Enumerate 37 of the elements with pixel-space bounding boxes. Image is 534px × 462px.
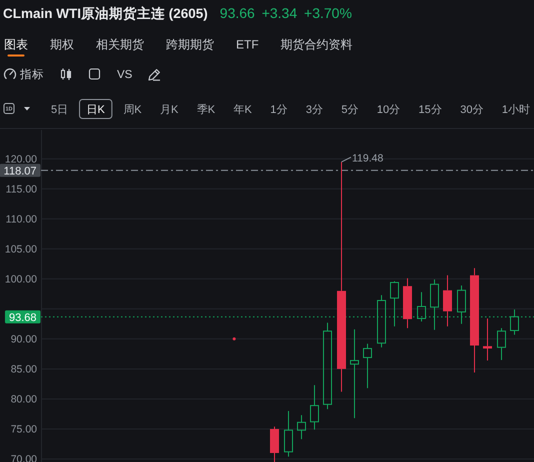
tab-label: 跨期期货 bbox=[166, 38, 214, 52]
period-label: 5日 bbox=[51, 104, 68, 116]
period-label: 月K bbox=[160, 104, 178, 116]
tool-label: VS bbox=[117, 69, 132, 81]
high-label: 119.48 bbox=[352, 152, 384, 164]
tab-label: 图表 bbox=[4, 38, 28, 52]
ref-line-label: 118.07 bbox=[4, 165, 36, 178]
subtitle: 93.66 +3.34 +3.70% bbox=[220, 5, 352, 21]
ref-label: 93.68 bbox=[4, 310, 40, 324]
period-label: 1小时 bbox=[502, 104, 530, 116]
ytick-label: 85.00 bbox=[10, 364, 37, 376]
tool-label: 指标 bbox=[20, 69, 44, 81]
period-label: 3分 bbox=[306, 104, 323, 116]
tab-label: 相关期货 bbox=[96, 38, 144, 52]
ytick-label: 120.00 bbox=[4, 153, 37, 166]
period-label: 30分 bbox=[460, 104, 484, 116]
tab-label: ETF bbox=[236, 38, 259, 52]
ytick-label: 110.00 bbox=[6, 213, 37, 226]
ytick-label: 80.00 bbox=[10, 394, 37, 406]
period-label: 季K bbox=[196, 104, 216, 116]
tab-label: 期货合约资料 bbox=[280, 38, 353, 52]
period-label: 日K bbox=[86, 104, 105, 116]
title: CLmain WTI原油期货主连 (2605) bbox=[3, 6, 208, 21]
ref-line-label: 93.68 bbox=[8, 312, 36, 324]
period-label: 5分 bbox=[341, 104, 358, 116]
period-label: 10分 bbox=[376, 104, 400, 116]
ytick-label: 115.00 bbox=[6, 183, 37, 196]
ytick-label: 75.00 bbox=[10, 424, 37, 436]
period-label: 15分 bbox=[418, 104, 442, 116]
tab-label: 期权 bbox=[50, 38, 74, 52]
ytick-label: 105.00 bbox=[4, 243, 37, 256]
ytick-label: 100.00 bbox=[4, 274, 37, 286]
ref-label: 118.07 bbox=[0, 164, 40, 178]
period-label: 周K bbox=[123, 104, 142, 116]
ytick-label: 90.00 bbox=[10, 334, 37, 346]
period-label: 1分 bbox=[270, 104, 288, 116]
period-label: 年K bbox=[234, 104, 252, 116]
